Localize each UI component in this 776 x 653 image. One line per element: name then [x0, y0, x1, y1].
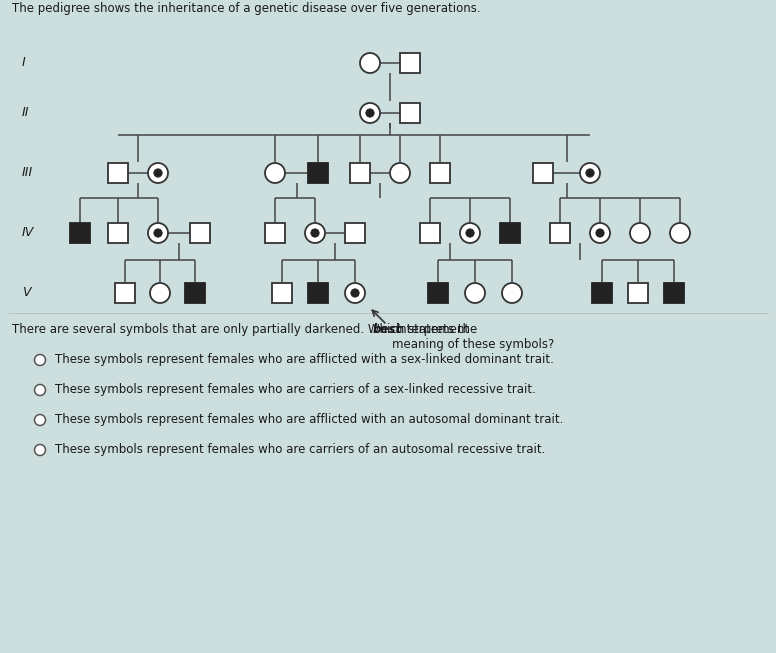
- Circle shape: [630, 223, 650, 243]
- Bar: [272, 283, 292, 303]
- Circle shape: [154, 168, 162, 177]
- Circle shape: [460, 223, 480, 243]
- Circle shape: [590, 223, 610, 243]
- Text: II: II: [22, 106, 29, 119]
- Bar: [400, 53, 420, 73]
- Circle shape: [596, 229, 605, 237]
- Bar: [345, 223, 365, 243]
- Bar: [308, 283, 328, 303]
- Circle shape: [360, 53, 380, 73]
- Bar: [628, 283, 648, 303]
- Bar: [350, 163, 370, 183]
- Circle shape: [148, 163, 168, 183]
- Bar: [533, 163, 553, 183]
- Circle shape: [34, 415, 46, 426]
- Circle shape: [360, 103, 380, 123]
- Text: These symbols represent females who are carriers of a sex-linked recessive trait: These symbols represent females who are …: [55, 383, 536, 396]
- Bar: [185, 283, 205, 303]
- Text: III: III: [22, 167, 33, 180]
- Bar: [550, 223, 570, 243]
- Circle shape: [148, 223, 168, 243]
- Text: interprets the
meaning of these symbols?: interprets the meaning of these symbols?: [392, 323, 554, 351]
- Circle shape: [390, 163, 410, 183]
- Circle shape: [351, 289, 359, 297]
- Text: These symbols represent females who are afflicted with an autosomal dominant tra: These symbols represent females who are …: [55, 413, 563, 426]
- Bar: [265, 223, 285, 243]
- Text: I: I: [22, 57, 26, 69]
- Bar: [308, 163, 328, 183]
- Circle shape: [34, 445, 46, 456]
- Bar: [108, 163, 128, 183]
- Bar: [70, 223, 90, 243]
- Circle shape: [154, 229, 162, 237]
- Bar: [115, 283, 135, 303]
- Circle shape: [34, 355, 46, 366]
- Circle shape: [265, 163, 285, 183]
- Circle shape: [502, 283, 522, 303]
- Text: V: V: [22, 287, 30, 300]
- Circle shape: [150, 283, 170, 303]
- Bar: [500, 223, 520, 243]
- Circle shape: [465, 283, 485, 303]
- Circle shape: [670, 223, 690, 243]
- Text: These symbols represent females who are carriers of an autosomal recessive trait: These symbols represent females who are …: [55, 443, 546, 456]
- Bar: [428, 283, 448, 303]
- Circle shape: [34, 385, 46, 396]
- Bar: [664, 283, 684, 303]
- Text: These symbols represent females who are afflicted with a sex-linked dominant tra: These symbols represent females who are …: [55, 353, 554, 366]
- Bar: [592, 283, 612, 303]
- Circle shape: [305, 223, 325, 243]
- Text: There are several symbols that are only partially darkened. Which statement: There are several symbols that are only …: [12, 323, 473, 336]
- Circle shape: [311, 229, 319, 237]
- Bar: [190, 223, 210, 243]
- Text: IV: IV: [22, 227, 34, 240]
- Circle shape: [365, 109, 374, 117]
- Circle shape: [466, 229, 474, 237]
- Bar: [400, 103, 420, 123]
- Bar: [420, 223, 440, 243]
- Circle shape: [586, 168, 594, 177]
- Circle shape: [580, 163, 600, 183]
- Bar: [430, 163, 450, 183]
- Text: The pedigree shows the inheritance of a genetic disease over five generations.: The pedigree shows the inheritance of a …: [12, 2, 480, 15]
- Text: best: best: [373, 323, 402, 336]
- Bar: [108, 223, 128, 243]
- Circle shape: [345, 283, 365, 303]
